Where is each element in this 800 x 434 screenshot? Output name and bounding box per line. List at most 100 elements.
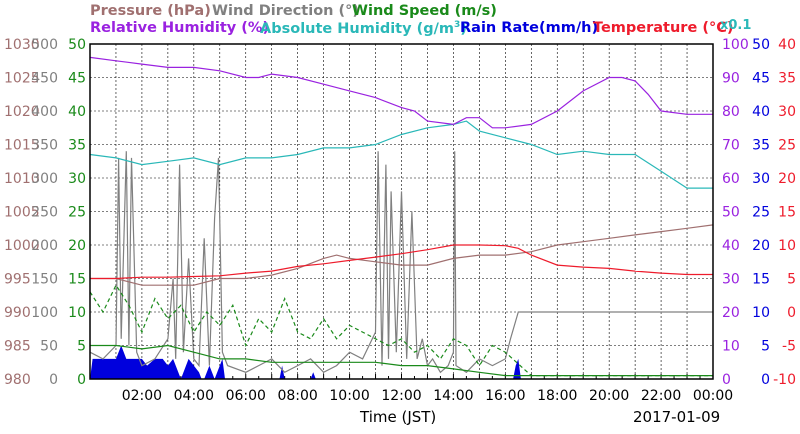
wind-speed-tick-label: 50 <box>68 37 86 53</box>
pressure-tick-label: 1000 <box>4 238 40 254</box>
pressure-tick-label: 995 <box>4 272 31 288</box>
absolute-humidity-header-text: Absolute Humidity (g/m <box>260 20 455 37</box>
wind-direction-tick-label: 500 <box>31 37 58 53</box>
rain-rate-tick-label: 30 <box>752 171 770 187</box>
pressure-header: Pressure (hPa) <box>90 3 211 19</box>
wind-direction-tick-label: 200 <box>31 238 58 254</box>
pressure-tick-label: 980 <box>4 372 31 388</box>
pressure-tick-label: 985 <box>4 339 31 355</box>
wind-direction-tick-label: 250 <box>31 205 58 221</box>
rain-rate-tick-label: 20 <box>752 238 770 254</box>
rain-rate-tick-label: 0 <box>761 372 770 388</box>
temperature-tick-label: 30 <box>778 104 796 120</box>
pressure-tick-label: 1010 <box>4 171 40 187</box>
humidity-tick-label: 30 <box>722 272 740 288</box>
wind-speed-gust-m-s-line <box>89 283 713 377</box>
wind-direction-tick-label: 100 <box>31 305 58 321</box>
wind-speed-header: Wind Speed (m/s) <box>352 3 497 19</box>
x-tick-label: 20:00 <box>589 388 629 404</box>
chart-date: 2017-01-09 <box>633 408 721 426</box>
x-tick-label: 10:00 <box>329 388 369 404</box>
humidity-tick-label: 90 <box>722 71 740 87</box>
wind-direction-header: Wind Direction (°) <box>212 3 360 19</box>
plot-frame <box>89 43 714 380</box>
humidity-tick-label: 60 <box>722 171 740 187</box>
temperature-tick-label: -5 <box>782 339 796 355</box>
temperature-tick-label: 20 <box>778 171 796 187</box>
pressure-tick-label: 1025 <box>4 71 40 87</box>
wind-speed-tick-label: 15 <box>68 272 86 288</box>
humidity-tick-label: 80 <box>722 104 740 120</box>
x-tick-label: 22:00 <box>641 388 681 404</box>
x-tick-label: 18:00 <box>537 388 577 404</box>
absolute-humidity-header: Absolute Humidity (g/m3) <box>260 20 467 37</box>
wind-direction-tick-label: 300 <box>31 171 58 187</box>
temperature-tick-label: 5 <box>787 272 796 288</box>
wind-speed-tick-label: 10 <box>68 305 86 321</box>
humidity-tick-label: 10 <box>722 339 740 355</box>
wind-speed-tick-label: 25 <box>68 205 86 221</box>
wind-direction-tick-label: 350 <box>31 138 58 154</box>
relative-humidity-header: Relative Humidity (%) <box>90 20 270 36</box>
pressure-hpa-line <box>90 224 714 286</box>
wind-speed-tick-label: 45 <box>68 71 86 87</box>
humidity-tick-label: 50 <box>722 205 740 221</box>
absolute-humidity-unit-sup: 3 <box>454 20 461 30</box>
rain-rate-tick-label: 15 <box>752 272 770 288</box>
rain-rate-mm-h-area <box>90 345 713 379</box>
temperature-header: Temperature (°C) <box>593 20 734 36</box>
wind-speed-tick-label: 20 <box>68 238 86 254</box>
rain-rate-tick-label: 50 <box>752 37 770 53</box>
pressure-tick-label: 1015 <box>4 138 40 154</box>
rain-rate-tick-label: 5 <box>761 339 770 355</box>
rain-rate-tick-label: 25 <box>752 205 770 221</box>
rain-rate-header: Rain Rate(mm/h) <box>460 20 599 36</box>
x-tick-label: 02:00 <box>122 388 162 404</box>
temperature-tick-label: 15 <box>778 205 796 221</box>
absolute-humidity-header-close: ) <box>460 20 467 37</box>
plot-area <box>90 44 713 379</box>
wind-direction-line <box>89 151 713 374</box>
rain-rate-tick-label: 10 <box>752 305 770 321</box>
temperature-tick-label: 0 <box>787 305 796 321</box>
temperature-tick-label: 40 <box>778 37 796 53</box>
humidity-tick-label: 40 <box>722 238 740 254</box>
wind-speed-tick-label: 40 <box>68 104 86 120</box>
humidity-tick-label: 0 <box>722 372 731 388</box>
wind-direction-tick-label: 450 <box>31 71 58 87</box>
pressure-tick-label: 1030 <box>4 37 40 53</box>
pressure-tick-label: 990 <box>4 305 31 321</box>
rain-rate-tick-label: 40 <box>752 104 770 120</box>
temperature-tick-label: 10 <box>778 238 796 254</box>
wind-direction-tick-label: 400 <box>31 104 58 120</box>
temperature-c-line <box>90 244 713 280</box>
x-tick-label: 08:00 <box>277 388 317 404</box>
wind-speed-tick-label: 30 <box>68 171 86 187</box>
humidity-tick-label: 20 <box>722 305 740 321</box>
x-tick-label: 00:00 <box>693 388 733 404</box>
x-tick-label: 16:00 <box>485 388 525 404</box>
wind-direction-tick-label: 150 <box>31 272 58 288</box>
pressure-tick-label: 1005 <box>4 205 40 221</box>
x-tick-label: 06:00 <box>226 388 266 404</box>
scale-note: x0.1 <box>720 18 752 33</box>
x-axis-title: Time (JST) <box>360 408 437 426</box>
wind-direction-tick-label: 50 <box>40 339 58 355</box>
wind-speed-tick-label: 0 <box>77 372 86 388</box>
x-tick-label: 04:00 <box>174 388 214 404</box>
wind-speed-tick-label: 5 <box>77 339 86 355</box>
x-tick-label: 14:00 <box>433 388 473 404</box>
wind-speed-tick-label: 35 <box>68 138 86 154</box>
relative-humidity-line <box>89 56 713 129</box>
wind-direction-tick-label: 0 <box>49 372 58 388</box>
humidity-tick-label: 100 <box>722 37 749 53</box>
x-tick-label: 12:00 <box>381 388 421 404</box>
absolute-humidity-x0-1-g-m3-line <box>89 120 713 189</box>
temperature-tick-label: -10 <box>773 372 796 388</box>
humidity-tick-label: 70 <box>722 138 740 154</box>
temperature-tick-label: 35 <box>778 71 796 87</box>
rain-rate-tick-label: 35 <box>752 138 770 154</box>
temperature-tick-label: 25 <box>778 138 796 154</box>
pressure-tick-label: 1020 <box>4 104 40 120</box>
